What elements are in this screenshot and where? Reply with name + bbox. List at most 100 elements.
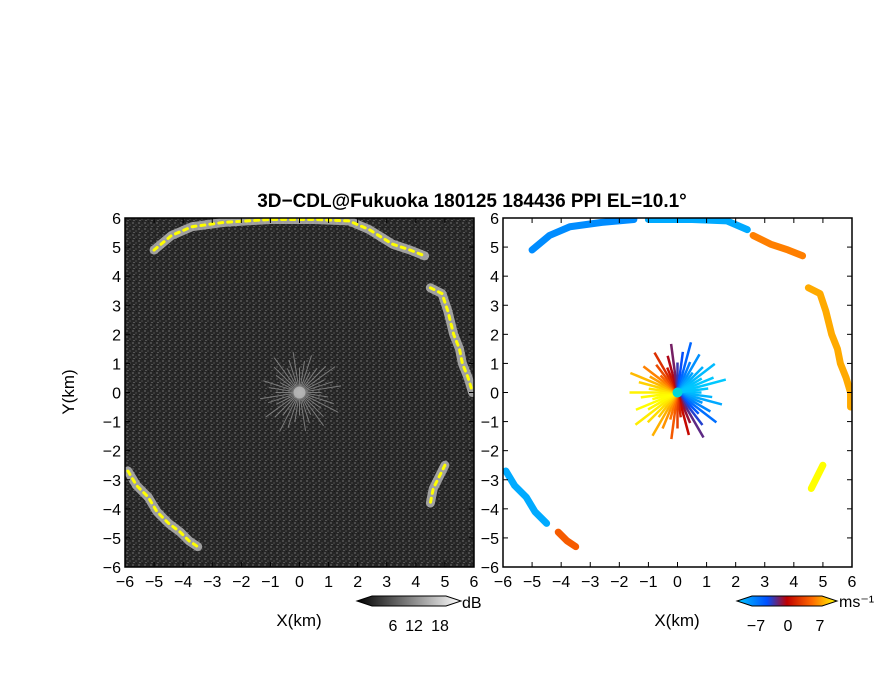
right-colorbar: ms⁻¹ −7 0 7: [735, 594, 874, 635]
y-tick-label: 2: [490, 327, 499, 344]
y-tick-label: 5: [112, 240, 121, 257]
right-panel: −6 −5 −4 −3 −2 −1 0 1 2 3 4 5 6 −6−5−4−3−2−10123456 …: [481, 211, 857, 630]
clutter-ray: [292, 351, 300, 393]
x-tick-label: 5: [818, 574, 827, 591]
left-x-ticks: −6 −5 −4 −3 −2 −1 0 1 2 3 4 5 6: [116, 218, 479, 591]
y-tick-label: 1: [112, 356, 121, 373]
right-colorbar-unit: ms⁻¹: [839, 594, 874, 611]
y-tick-label: 6: [112, 211, 121, 228]
velocity-line-north-arc: [528, 218, 638, 254]
x-tick-label: −1: [261, 574, 279, 591]
x-tick-label: 4: [789, 574, 798, 591]
center-velocity-burst: [629, 341, 727, 440]
clutter-ray: [299, 366, 336, 393]
x-tick-label: 6: [848, 574, 857, 591]
clutter-ray: [263, 380, 300, 393]
x-tick-label: 0: [673, 574, 682, 591]
x-tick-label: 1: [702, 574, 711, 591]
right-colorbar-ticks: −7 0 7: [747, 618, 825, 635]
x-tick-label: −5: [523, 574, 541, 591]
y-tick-label: −3: [103, 473, 121, 490]
x-tick-label: −2: [610, 574, 628, 591]
y-tick-label: 1: [490, 356, 499, 373]
colorbar-tick-label: 6: [389, 618, 398, 635]
velocity-line-northeast-arc: [749, 231, 807, 260]
velocity-ray: [677, 387, 709, 394]
x-tick-label: 2: [731, 574, 740, 591]
left-x-axis-label: X(km): [276, 611, 321, 630]
y-tick-label: −3: [481, 473, 499, 490]
x-tick-label: −1: [639, 574, 657, 591]
clutter-ray: [299, 365, 327, 393]
clutter-ray: [299, 392, 339, 413]
y-tick-label: 4: [490, 269, 499, 286]
y-tick-label: −2: [103, 444, 121, 461]
x-tick-label: −3: [581, 574, 599, 591]
y-tick-label: −5: [481, 531, 499, 548]
left-panel: −6 −5 −4 −3 −2 −1 0 1 2 3 4 5 6 −6−5−4−3−2−10123456 …: [59, 211, 479, 630]
x-tick-label: −2: [232, 574, 250, 591]
x-tick-label: 3: [382, 574, 391, 591]
clutter-core: [293, 386, 306, 399]
colorbar-tick-label: −7: [747, 618, 765, 635]
left-y-ticks: −6 −5 −4 −3 −2 −1 0 1 2 3 4 5 6: [103, 211, 474, 577]
y-tick-label: 4: [112, 269, 121, 286]
x-tick-label: 5: [440, 574, 449, 591]
x-tick-label: 4: [411, 574, 420, 591]
x-tick-label: 2: [353, 574, 362, 591]
y-tick-label: 3: [112, 298, 121, 315]
velocity-line-east-arc: [804, 284, 852, 411]
left-colorbar: dB 6 12 18: [355, 595, 482, 635]
echo-line-east-arc: [428, 286, 474, 394]
clutter-ray: [299, 355, 313, 393]
y-tick-label: 5: [490, 240, 499, 257]
colorbar-tick-label: 0: [784, 618, 793, 635]
echo-line-north-arc: [152, 218, 427, 258]
x-tick-label: −6: [116, 574, 134, 591]
clutter-ray: [265, 392, 300, 418]
y-tick-label: 2: [112, 327, 121, 344]
y-tick-label: −2: [481, 444, 499, 461]
colorbar-tick-label: 12: [405, 618, 423, 635]
x-tick-label: 3: [760, 574, 769, 591]
velocity-line-north-arc-2: [644, 218, 751, 234]
clutter-ray: [299, 392, 325, 426]
right-echo-marks: [503, 218, 852, 551]
x-tick-label: −6: [494, 574, 512, 591]
y-tick-label: 3: [490, 298, 499, 315]
y-tick-label: −6: [481, 560, 499, 577]
figure-title: 3D−CDL@Fukuoka 180125 184436 PPI EL=10.1…: [257, 191, 687, 212]
clutter-ray: [273, 366, 300, 393]
x-tick-label: −3: [203, 574, 221, 591]
left-colorbar-ramp: [355, 595, 463, 607]
echo-line-southwest-arc: [126, 469, 200, 549]
colorbar-tick-label: 7: [816, 618, 825, 635]
right-colorbar-ramp: [735, 595, 839, 607]
right-x-axis-label: X(km): [654, 611, 699, 630]
clutter-ray: [299, 385, 342, 393]
colorbar-tick-label: 18: [431, 618, 449, 635]
x-tick-label: −5: [145, 574, 163, 591]
x-tick-label: 6: [470, 574, 479, 591]
x-tick-label: 0: [295, 574, 304, 591]
y-tick-label: −4: [481, 502, 499, 519]
y-tick-label: −5: [103, 531, 121, 548]
clutter-ray: [279, 392, 300, 432]
echo-line-southeast-arc: [428, 463, 447, 505]
clutter-ray: [259, 392, 300, 400]
velocity-core: [672, 387, 683, 398]
velocity-line-southwest-arc-2: [554, 528, 580, 551]
clutter-ray: [287, 392, 300, 428]
left-y-axis-label: Y(km): [59, 369, 78, 414]
x-tick-label: 1: [324, 574, 333, 591]
y-tick-label: 0: [490, 386, 499, 403]
left-colorbar-unit: dB: [462, 595, 482, 612]
y-tick-label: −1: [103, 415, 121, 432]
x-tick-label: −4: [174, 574, 192, 591]
right-x-ticks: −6 −5 −4 −3 −2 −1 0 1 2 3 4 5 6: [494, 218, 857, 591]
y-tick-label: 0: [112, 386, 121, 403]
right-y-ticks: −6 −5 −4 −3 −2 −1 0 1 2 3 4 5 6: [481, 211, 852, 577]
x-tick-label: −4: [552, 574, 570, 591]
velocity-line-southeast-arc: [807, 461, 827, 492]
